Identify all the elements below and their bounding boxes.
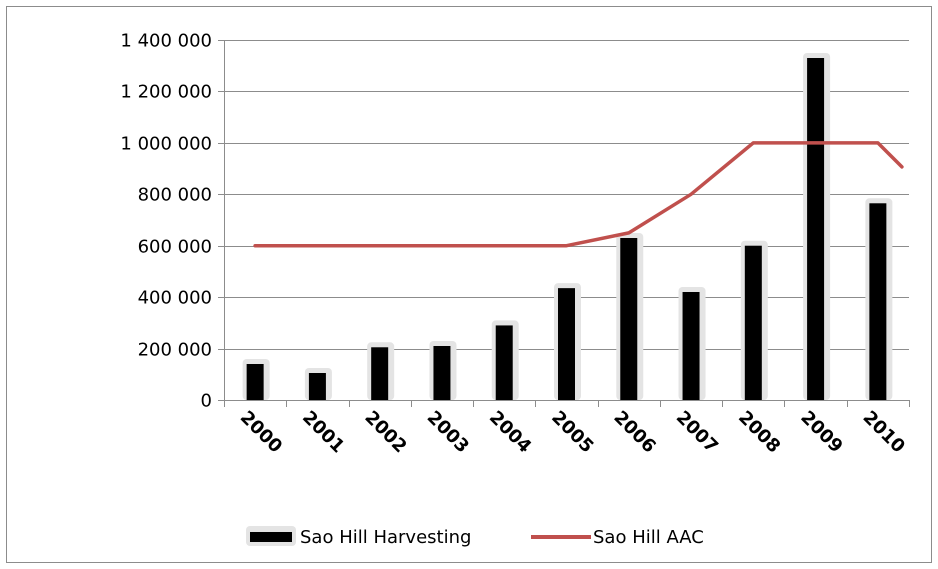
y-tick-label: 200 000 [138, 340, 212, 361]
y-tick-label: 800 000 [138, 185, 212, 206]
bar [558, 288, 575, 400]
legend-label: Sao Hill Harvesting [300, 527, 471, 548]
bar [246, 364, 264, 400]
bar [495, 325, 513, 400]
y-tick-labels: 0 200 000 400 000 600 000 800 000 1 000 000 1 … [120, 31, 212, 412]
line-series [253, 141, 904, 248]
legend-label: Sao Hill AAC [593, 527, 704, 548]
aac-line [253, 141, 904, 248]
y-tick-label: 1 400 000 [120, 31, 212, 52]
chart-border [6, 6, 932, 563]
legend: Sao Hill Harvesting Sao Hill AAC [246, 526, 704, 548]
y-tick-label: 1 200 000 [120, 82, 212, 103]
bar [807, 58, 825, 400]
bar [433, 346, 451, 400]
y-tick-label: 1 000 000 [120, 134, 212, 155]
grid-lines [224, 40, 909, 350]
y-tick-label: 0 [201, 391, 212, 412]
bar [371, 347, 389, 400]
bar [682, 292, 700, 400]
bar [620, 238, 638, 400]
bar [744, 245, 762, 400]
legend-swatch-bar [250, 532, 292, 542]
y-tick-label: 600 000 [138, 237, 212, 258]
axes [218, 40, 910, 407]
bar [308, 373, 326, 400]
bar-series [242, 53, 893, 400]
bar [869, 203, 887, 400]
y-tick-label: 400 000 [138, 288, 212, 309]
